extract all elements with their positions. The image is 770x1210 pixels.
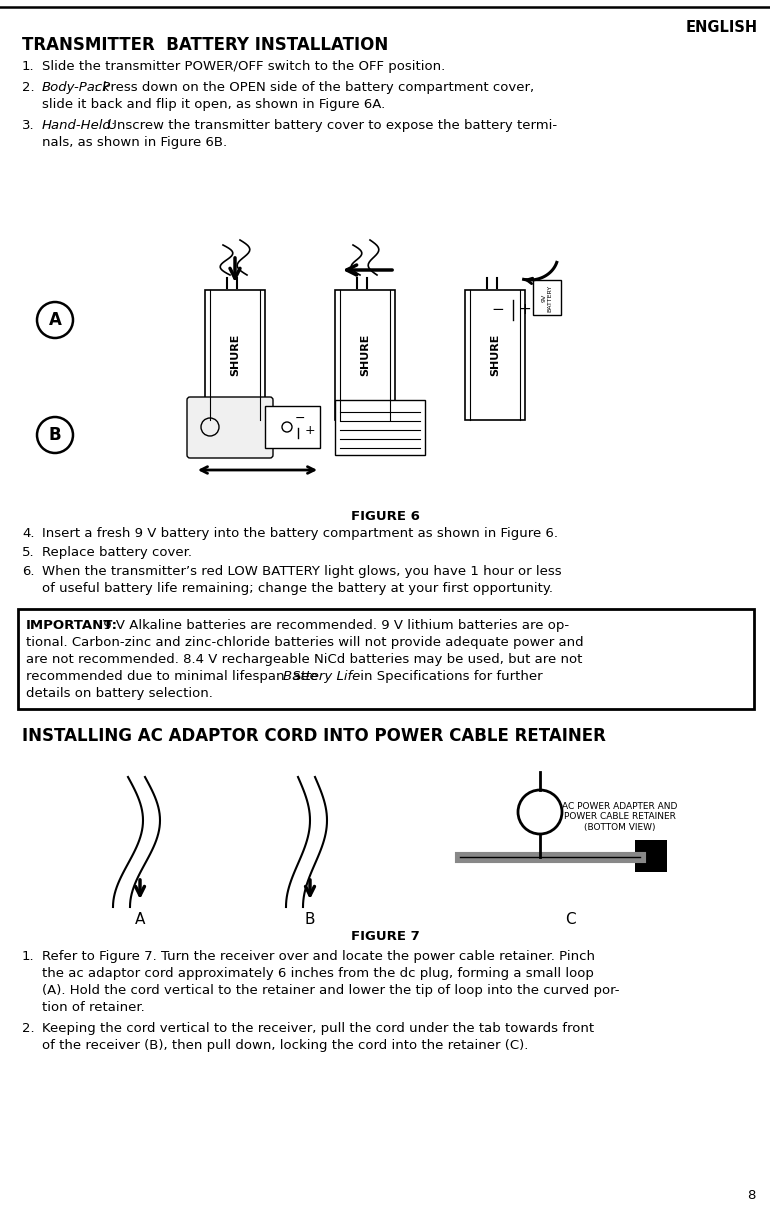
Text: −: −: [295, 411, 305, 425]
Text: 9 V Alkaline batteries are recommended. 9 V lithium batteries are op-: 9 V Alkaline batteries are recommended. …: [99, 620, 569, 632]
Text: +: +: [305, 424, 315, 437]
Text: 2.: 2.: [22, 81, 35, 94]
Text: 4.: 4.: [22, 528, 35, 540]
Text: INSTALLING AC ADAPTOR CORD INTO POWER CABLE RETAINER: INSTALLING AC ADAPTOR CORD INTO POWER CA…: [22, 727, 606, 745]
Bar: [335, 290, 395, 420]
Bar: [635, 840, 667, 872]
Bar: [533, 280, 561, 315]
Text: Unscrew the transmitter battery cover to expose the battery termi-: Unscrew the transmitter battery cover to…: [103, 119, 557, 132]
Text: 9V
BATTERY: 9V BATTERY: [541, 284, 552, 312]
Text: +: +: [519, 302, 531, 317]
Text: Hand-Held:: Hand-Held:: [42, 119, 116, 132]
Text: are not recommended. 8.4 V rechargeable NiCd batteries may be used, but are not: are not recommended. 8.4 V rechargeable …: [26, 653, 582, 666]
Text: SHURE: SHURE: [360, 334, 370, 376]
Text: −: −: [491, 302, 504, 317]
Bar: [205, 290, 265, 420]
Text: A: A: [49, 311, 62, 329]
Text: Refer to Figure 7. Turn the receiver over and locate the power cable retainer. P: Refer to Figure 7. Turn the receiver ove…: [42, 950, 595, 963]
Text: of the receiver (B), then pull down, locking the cord into the retainer (C).: of the receiver (B), then pull down, loc…: [42, 1039, 528, 1051]
Bar: [335, 401, 425, 455]
Text: TRANSMITTER  BATTERY INSTALLATION: TRANSMITTER BATTERY INSTALLATION: [22, 36, 388, 54]
Text: Body-Pack: Body-Pack: [42, 81, 111, 94]
Text: details on battery selection.: details on battery selection.: [26, 687, 213, 701]
Text: B: B: [305, 912, 315, 927]
Text: Slide the transmitter POWER/OFF switch to the OFF position.: Slide the transmitter POWER/OFF switch t…: [42, 60, 445, 73]
Text: in Specifications for further: in Specifications for further: [356, 670, 543, 682]
Text: : Press down on the OPEN side of the battery compartment cover,: : Press down on the OPEN side of the bat…: [94, 81, 534, 94]
Text: Battery Life: Battery Life: [283, 670, 360, 682]
Text: of useful battery life remaining; change the battery at your first opportunity.: of useful battery life remaining; change…: [42, 582, 553, 595]
Text: recommended due to minimal lifespan. See: recommended due to minimal lifespan. See: [26, 670, 322, 682]
Text: 8: 8: [747, 1189, 755, 1202]
Text: 1.: 1.: [22, 950, 35, 963]
FancyBboxPatch shape: [187, 397, 273, 459]
Text: FIGURE 7: FIGURE 7: [350, 930, 420, 943]
Bar: [465, 290, 525, 420]
Text: C: C: [564, 912, 575, 927]
Text: When the transmitter’s red LOW BATTERY light glows, you have 1 hour or less: When the transmitter’s red LOW BATTERY l…: [42, 565, 561, 578]
Bar: [265, 407, 320, 448]
Text: Insert a fresh 9 V battery into the battery compartment as shown in Figure 6.: Insert a fresh 9 V battery into the batt…: [42, 528, 558, 540]
Text: slide it back and flip it open, as shown in Figure 6A.: slide it back and flip it open, as shown…: [42, 98, 385, 111]
Text: 5.: 5.: [22, 546, 35, 559]
Text: 2.: 2.: [22, 1022, 35, 1035]
Text: SHURE: SHURE: [490, 334, 500, 376]
Text: 3.: 3.: [22, 119, 35, 132]
Text: Replace battery cover.: Replace battery cover.: [42, 546, 192, 559]
Text: Keeping the cord vertical to the receiver, pull the cord under the tab towards f: Keeping the cord vertical to the receive…: [42, 1022, 594, 1035]
Text: SHURE: SHURE: [230, 334, 240, 376]
Text: (A). Hold the cord vertical to the retainer and lower the tip of loop into the c: (A). Hold the cord vertical to the retai…: [42, 984, 620, 997]
Text: ENGLISH: ENGLISH: [686, 21, 758, 35]
Text: FIGURE 6: FIGURE 6: [350, 509, 420, 523]
Bar: [18, 609, 754, 709]
Text: 6.: 6.: [22, 565, 35, 578]
Text: the ac adaptor cord approximately 6 inches from the dc plug, forming a small loo: the ac adaptor cord approximately 6 inch…: [42, 967, 594, 980]
Text: AC POWER ADAPTER AND
POWER CABLE RETAINER
(BOTTOM VIEW): AC POWER ADAPTER AND POWER CABLE RETAINE…: [562, 802, 678, 831]
Text: B: B: [49, 426, 62, 444]
Text: tion of retainer.: tion of retainer.: [42, 1001, 145, 1014]
Text: A: A: [135, 912, 146, 927]
Text: IMPORTANT:: IMPORTANT:: [26, 620, 118, 632]
Text: nals, as shown in Figure 6B.: nals, as shown in Figure 6B.: [42, 136, 227, 149]
Text: 1.: 1.: [22, 60, 35, 73]
Text: tional. Carbon-zinc and zinc-chloride batteries will not provide adequate power : tional. Carbon-zinc and zinc-chloride ba…: [26, 636, 584, 649]
